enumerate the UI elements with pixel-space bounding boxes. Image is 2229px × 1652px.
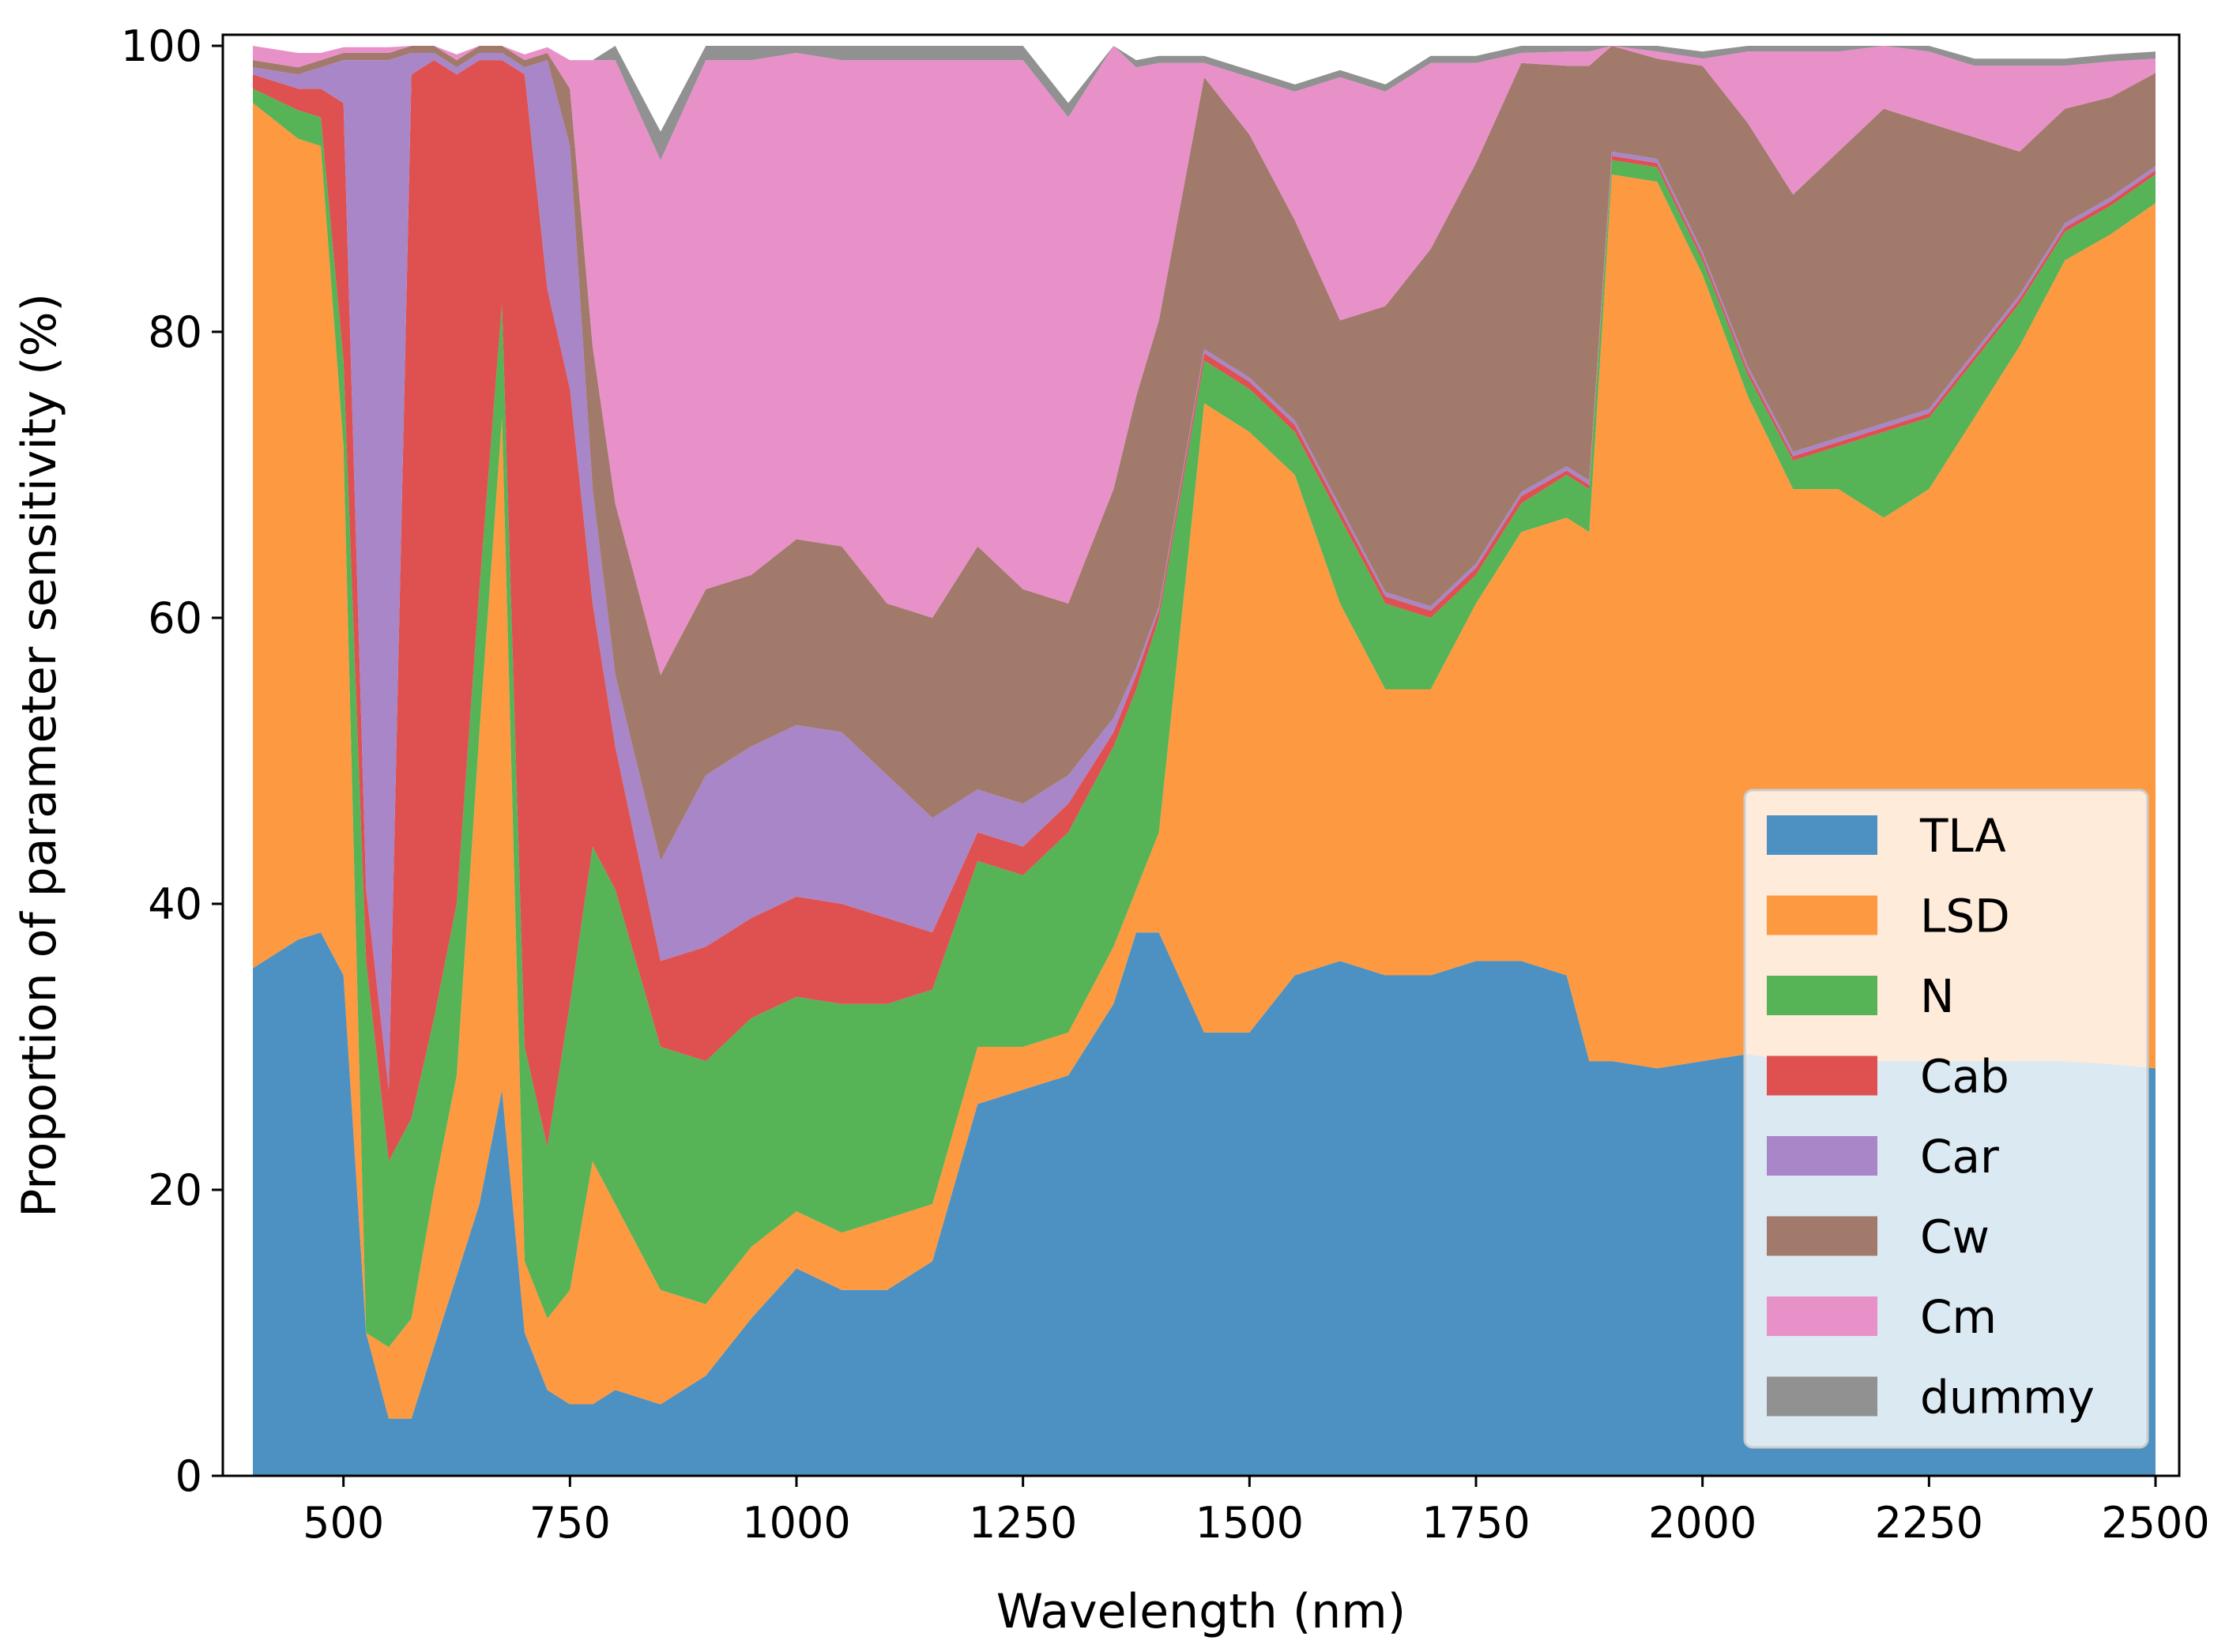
y-tick-label: 100 [121,21,202,71]
legend-swatch-cab [1767,1056,1877,1096]
plot-frame [221,33,2181,1477]
area-cw [253,46,2156,861]
x-tick-label: 1250 [969,1498,1077,1548]
legend-label-tla: TLA [1919,809,2006,863]
x-tick-label: 1500 [1195,1498,1304,1548]
series-areas [253,46,2156,1476]
y-tick-label: 0 [175,1451,202,1501]
legend-label-lsd: LSD [1920,890,2010,943]
legend-swatch-n [1767,976,1877,1015]
legend-label-cab: Cab [1920,1050,2009,1104]
legend-swatch-lsd [1767,895,1877,935]
y-axis-label: Proportion of parameter sensitivity (%) [12,293,67,1217]
legend-label-cw: Cw [1920,1210,1990,1264]
legend-label-cm: Cm [1920,1290,1997,1344]
x-tick-label: 500 [303,1498,384,1548]
area-dummy [253,46,2156,160]
area-car [253,53,2156,1090]
legend-swatch-cw [1767,1216,1877,1256]
legend-swatch-car [1767,1136,1877,1176]
x-axis-ticks: 500 750 1000 1250 1500 1750 2000 2250 2500 [303,1476,2210,1548]
area-tla [253,932,2156,1476]
y-axis-ticks: 0 20 40 60 80 100 [121,21,223,1501]
legend-swatch-cm [1767,1296,1877,1336]
x-tick-label: 1750 [1421,1498,1530,1548]
area-lsd [253,103,2156,1419]
area-cab [253,60,2156,1161]
area-cm [253,46,2156,675]
x-tick-label: 2250 [1875,1498,1983,1548]
legend-swatch-dummy [1767,1376,1877,1417]
legend: TLA LSD N Cab Car Cw Cm dummy [1743,788,2149,1449]
x-tick-label: 750 [529,1498,611,1548]
y-tick-label: 40 [148,879,202,929]
legend-label-n: N [1920,969,1954,1023]
x-axis-label: Wavelength (nm) [996,1584,1406,1639]
y-tick-label: 80 [148,307,202,357]
legend-box [1743,788,2149,1449]
y-tick-label: 20 [148,1165,202,1215]
legend-label-car: Car [1920,1130,1999,1183]
y-tick-label: 60 [148,593,202,643]
legend-label-dummy: dummy [1920,1371,2095,1424]
x-tick-label: 2000 [1648,1498,1756,1548]
x-tick-label: 2500 [2101,1498,2209,1548]
x-tick-label: 1000 [742,1498,850,1548]
legend-swatch-tla [1767,815,1877,855]
